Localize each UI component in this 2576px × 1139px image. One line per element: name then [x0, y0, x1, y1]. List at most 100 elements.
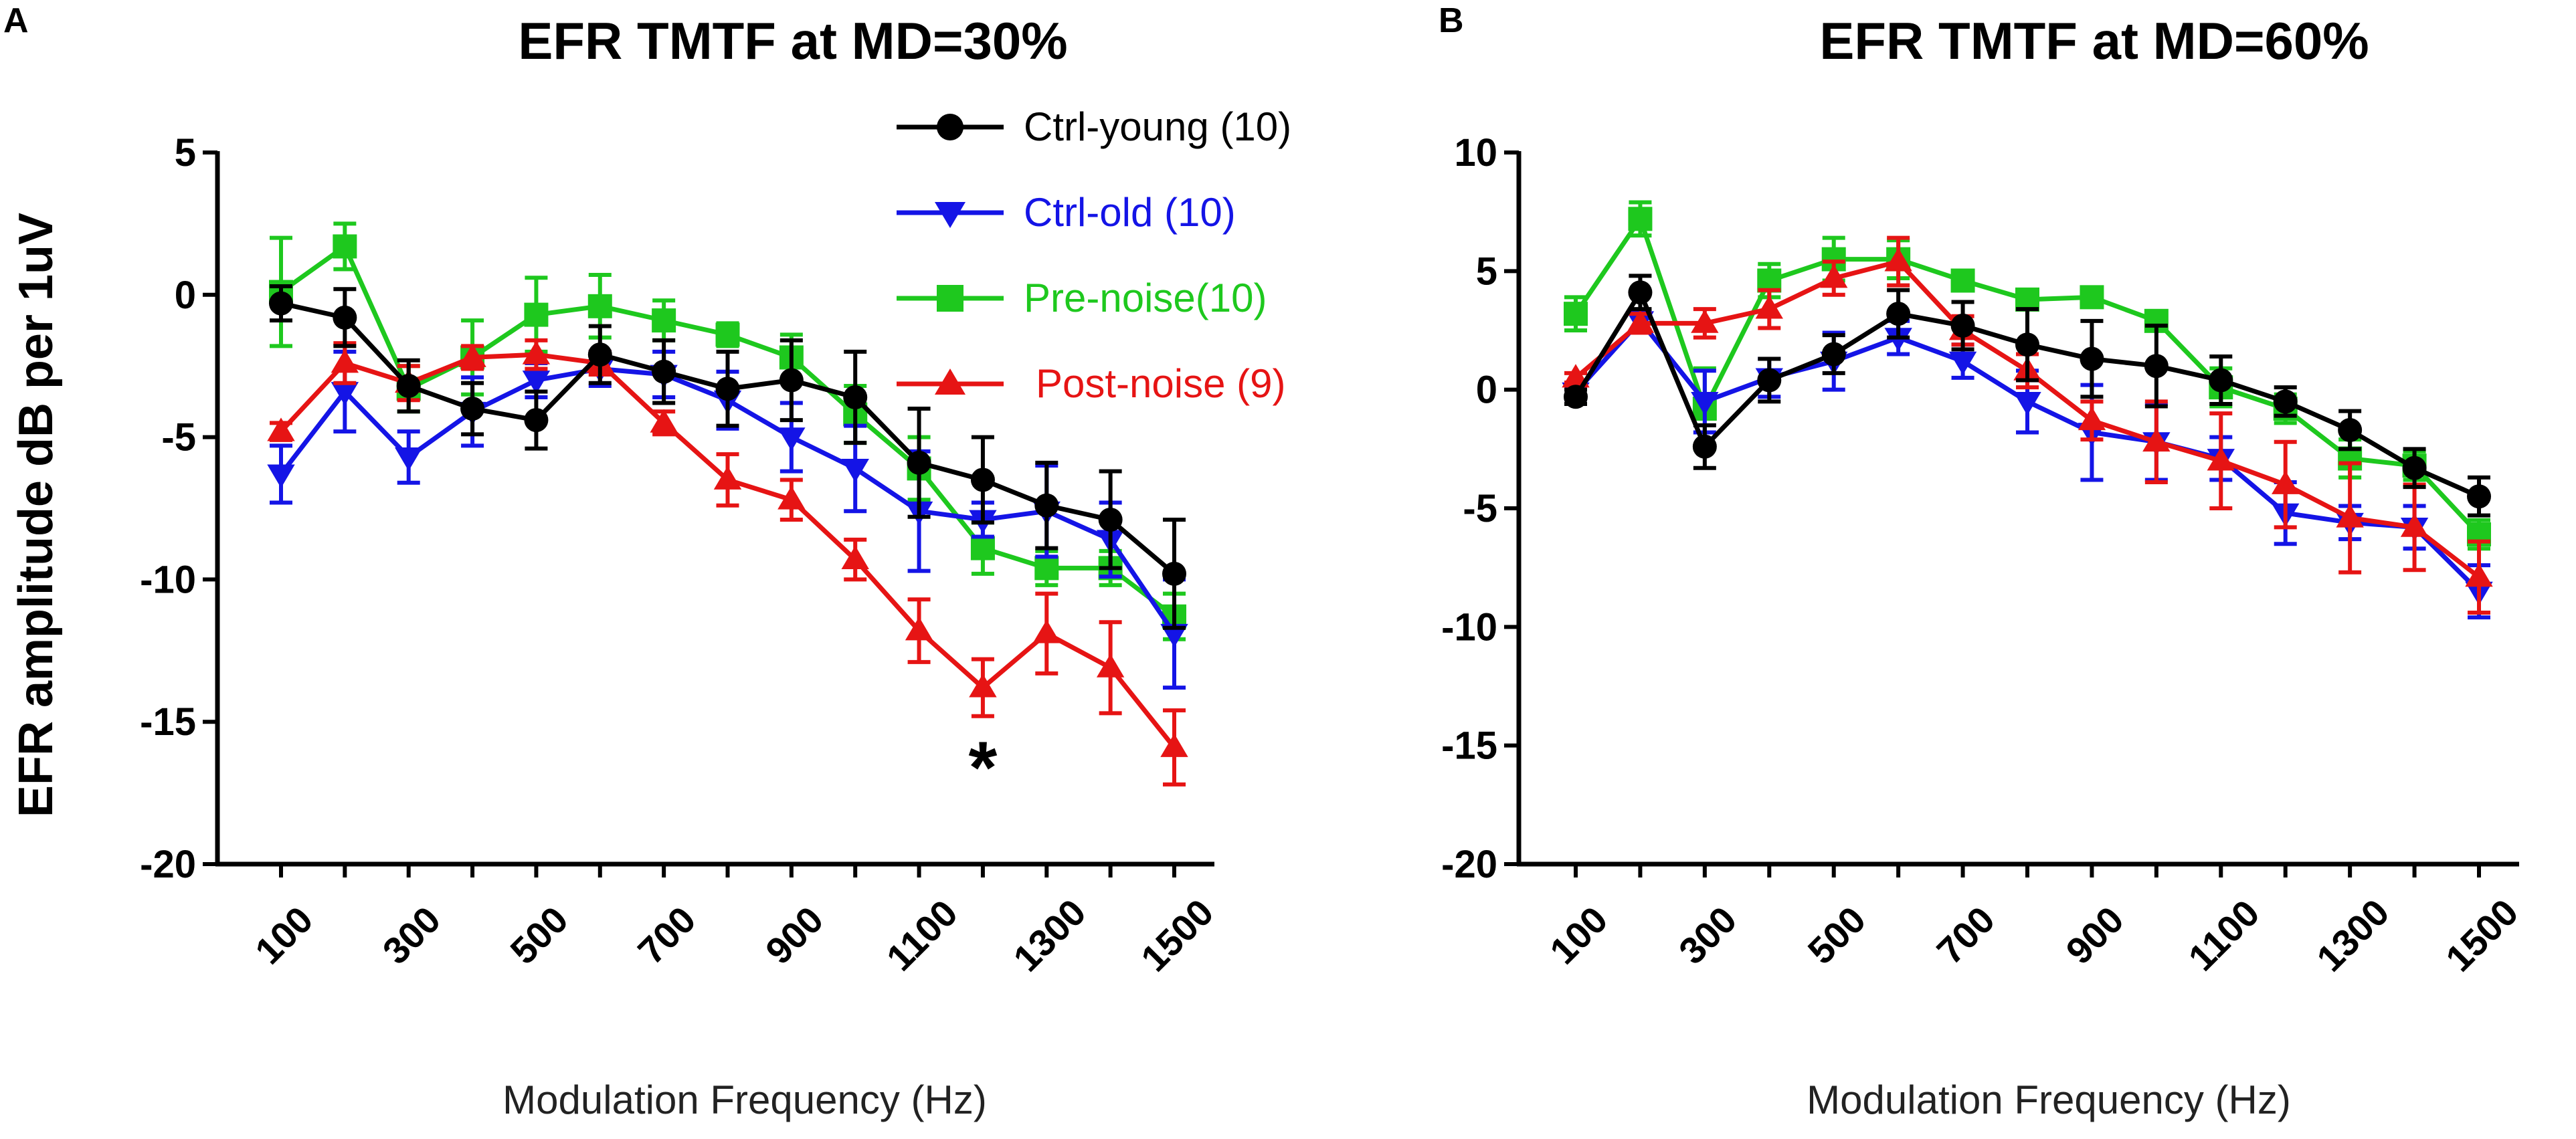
y-axis-label: EFR amplitude dB per 1uV	[9, 213, 63, 817]
data-point	[1034, 556, 1059, 581]
y-tick-label: 10	[1454, 131, 1497, 175]
legend-label: Pre-noise(10)	[1024, 276, 1267, 320]
data-point	[333, 305, 357, 330]
data-point	[1950, 313, 1975, 338]
x-tick-label: 1300	[2308, 891, 2397, 980]
data-point	[1096, 653, 1125, 678]
data-point	[779, 368, 804, 393]
data-point	[269, 291, 293, 316]
data-point	[2142, 427, 2171, 452]
data-point	[907, 450, 931, 475]
panel-b-letter: B	[1439, 1, 1464, 40]
y-tick-label: 0	[175, 274, 196, 317]
data-point	[331, 349, 359, 373]
data-point	[841, 459, 869, 483]
legend-item-post-noise: Post-noise (9)	[897, 361, 1285, 406]
data-point	[587, 342, 612, 367]
legend-marker	[937, 114, 963, 140]
data-point	[522, 371, 551, 395]
data-point	[2207, 447, 2235, 471]
data-point	[2465, 563, 2493, 587]
data-point	[267, 417, 295, 441]
data-point	[2078, 407, 2106, 431]
x-tick-label: 1300	[1005, 891, 1094, 980]
data-point	[1755, 295, 1783, 319]
square-marker-icon	[937, 285, 963, 312]
data-point	[587, 294, 612, 318]
legend-label: Post-noise (9)	[1036, 361, 1285, 406]
data-point	[395, 447, 423, 472]
data-point	[2336, 504, 2364, 528]
y-tick-label: -10	[1441, 605, 1497, 649]
data-point	[2015, 332, 2039, 357]
data-point	[843, 385, 868, 410]
panel-a-letter: A	[3, 1, 29, 40]
legend-item-ctrl-old: Ctrl-old (10)	[897, 190, 1236, 235]
y-tick-label: 0	[1476, 369, 1497, 412]
data-point	[1626, 309, 1655, 333]
y-tick-label: 5	[175, 131, 196, 175]
data-point	[970, 536, 995, 560]
significance-star: *	[969, 726, 998, 809]
x-tick-label: 100	[1542, 898, 1616, 972]
data-point	[1950, 268, 1975, 293]
data-point	[460, 397, 485, 421]
legend-marker	[937, 285, 963, 312]
data-point	[2209, 368, 2233, 393]
chart-a-plot: 5 0 -5 -10 -15 -20 100 300 500 700 900 1100 1300 1500	[140, 131, 1221, 980]
data-point	[652, 359, 676, 384]
data-point	[1564, 385, 1588, 409]
data-point	[1692, 434, 1717, 459]
legend-marker	[935, 369, 965, 395]
data-point	[333, 234, 357, 259]
y-tick-label: -15	[1441, 724, 1497, 768]
data-point	[715, 377, 740, 401]
y-tick-label: -5	[161, 416, 196, 459]
chart-b-plot: 10 5 0 -5 -10 -15 -20 100 300 500 700 900 1100 1300 15…	[1441, 131, 2526, 980]
data-point	[522, 340, 551, 365]
data-point	[650, 409, 678, 433]
x-tick-label: 1100	[879, 892, 965, 978]
chart-b-title: EFR TMTF at MD=60%	[1819, 11, 2369, 70]
circle-marker-icon	[937, 114, 963, 140]
x-tick-label: 300	[1671, 898, 1745, 972]
series-ctrl-young-10	[269, 284, 1186, 630]
data-point	[1691, 309, 1719, 333]
data-point	[969, 674, 997, 698]
x-tick-label: 300	[375, 898, 449, 972]
data-point	[2144, 354, 2169, 379]
x-tick-label: 900	[2057, 898, 2132, 972]
data-point	[1628, 207, 1653, 231]
x-tick-label: 900	[757, 898, 832, 972]
data-point	[2402, 455, 2427, 480]
data-point	[2467, 484, 2491, 509]
x-tick-label: 100	[247, 898, 321, 972]
data-point	[652, 308, 676, 333]
x-tick-label: 500	[502, 898, 576, 972]
data-point	[524, 408, 549, 433]
data-point	[1162, 561, 1186, 586]
data-point	[1757, 368, 1782, 393]
x-tick-label: 1500	[1133, 891, 1222, 980]
data-point	[2013, 392, 2041, 416]
data-point	[2272, 470, 2300, 494]
legend-item-pre-noise: Pre-noise(10)	[897, 276, 1267, 320]
legend-label: Ctrl-old (10)	[1024, 190, 1236, 235]
data-point	[777, 486, 806, 510]
data-point	[2400, 513, 2429, 537]
legend: Ctrl-young (10) Ctrl-old (10) Pre-noise(…	[897, 104, 1291, 406]
data-point	[1628, 280, 1653, 305]
data-point	[1948, 351, 1977, 375]
y-tick-label: -15	[140, 700, 196, 744]
legend-label: Ctrl-young (10)	[1024, 104, 1291, 149]
data-point	[2273, 389, 2298, 414]
data-point	[1160, 733, 1188, 757]
x-tick-label: 700	[630, 898, 704, 972]
series-post-noise-9	[267, 338, 1188, 787]
legend-item-ctrl-young: Ctrl-young (10)	[897, 104, 1291, 149]
data-point	[2080, 346, 2104, 371]
data-point	[1564, 302, 1588, 326]
y-tick-label: 5	[1476, 249, 1497, 293]
x-tick-label: 700	[1928, 898, 2003, 972]
